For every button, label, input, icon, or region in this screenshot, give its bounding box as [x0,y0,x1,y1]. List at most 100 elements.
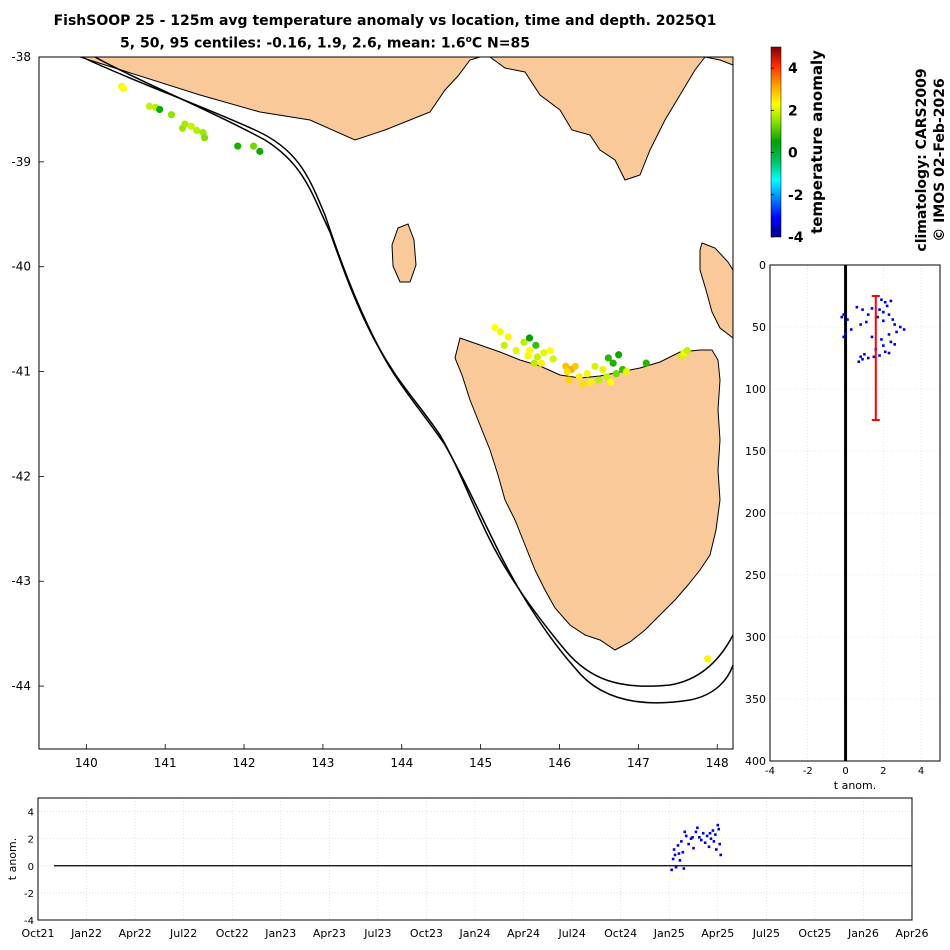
map-data-point [156,105,164,114]
ts-y-tick-label: 2 [28,835,34,846]
ts-data-point [707,845,711,849]
ts-data-point [714,833,717,836]
map-x-tick-label: 145 [469,756,492,770]
depth-grid [769,264,940,762]
isobath-contour-2 [94,56,734,704]
map-axes-frame [38,56,734,750]
ts-x-tick-label: Apr23 [313,927,346,940]
ts-y-tick-label: -2 [24,889,34,900]
map-x-ticks: 140 141 142 143 144 145 146 147 148 [75,744,729,770]
depth-points [840,298,906,364]
map-y-tick-label: -38 [11,50,31,64]
map-data-point [525,334,534,342]
depth-data-point [899,325,902,329]
map-data-point [193,126,201,134]
map-data-point [549,355,557,363]
depth-data-point [882,310,885,314]
depth-x-tick-label: 0 [842,766,848,777]
depth-data-point [859,355,862,359]
map-data-point [187,122,195,130]
ts-data-point [717,827,721,831]
ts-data-point [698,836,701,839]
ts-x-tick-label: Jul24 [557,927,585,940]
ts-x-tick-label: Apr26 [895,927,928,940]
time-series-panel: Oct21 Jan22 Apr22 Jul22 Oct22 Jan23 Apr23 Jul23… [6,797,929,940]
map-data-point [119,84,127,93]
map-data-point [512,346,520,355]
colorbar-ticks: 4 2 0 -2 -4 [771,61,804,246]
depth-data-point [883,350,887,354]
ts-data-point [719,853,722,857]
map-data-point [201,134,209,142]
ts-ticks: Oct21 Jan22 Apr22 Jul22 Oct22 Jan23 Apr23 Jul23… [21,808,928,940]
depth-data-point [880,298,883,302]
ts-data-point [696,826,699,830]
ts-y-tick-label: 0 [28,862,34,873]
map-data-point [533,353,542,361]
map-data-point [579,380,587,388]
depth-data-point [859,323,862,326]
map-data-point [575,373,583,381]
depth-data-point [855,305,859,309]
depth-data-point [889,340,893,344]
depth-y-tick-label: 0 [759,259,766,272]
depth-data-point [891,318,895,321]
isobath-contour-1 [81,56,734,687]
depth-data-point [878,354,881,357]
ts-y-tick-label: -4 [24,916,34,927]
depth-data-point [883,300,887,304]
ts-data-point [692,846,695,850]
land-victoria [79,56,481,141]
map-x-tick-label: 142 [233,756,256,770]
colorbar-tick-label: -4 [788,230,804,246]
map-data-point [615,351,623,359]
depth-y-tick-label: 300 [745,631,766,644]
depth-y-tick-label: 100 [745,383,766,396]
copyright-note: © IMOS 02-Feb-2026 [932,78,948,241]
depth-data-point [861,308,864,311]
ts-ylabel: t anom. [6,838,19,880]
colorbar: 4 2 0 -2 -4 temperature anomaly [770,46,826,246]
depth-x-tick-label: -4 [765,766,775,777]
depth-y-tick-label: 400 [745,755,766,768]
ts-data-point [683,830,687,834]
colorbar-label: temperature anomaly [808,50,826,234]
depth-data-point [889,299,893,303]
ts-data-point [701,831,705,835]
map-y-tick-label: -41 [11,365,31,379]
ts-y-tick-label: 4 [28,808,34,819]
ts-data-point [670,868,673,872]
map-data-point [234,142,242,150]
depth-data-point [844,331,847,335]
ts-data-point [673,853,677,857]
map-data-point [591,362,599,370]
ts-x-tick-label: Oct23 [410,927,443,940]
climatology-note: climatology: CARS2009 [914,68,930,251]
map-data-point [532,341,540,349]
title-stats-suffix: C N=85 [471,35,530,52]
ts-data-point [672,848,676,851]
depth-y-tick-label: 200 [745,507,766,520]
depth-data-point [846,318,849,321]
depth-data-point [887,351,891,355]
map-y-tick-label: -44 [11,679,31,693]
depth-data-point [880,338,883,341]
map-data-point [612,370,620,378]
ts-data-point [689,837,693,840]
map-y-tick-label: -40 [11,260,31,274]
depth-profile-panel: 0 50 100 150 200 250 300 350 400-4 -2 0 2 4 t anom. [745,259,941,792]
depth-data-point [870,335,874,339]
map-data-point [595,376,603,384]
map-data-point [607,378,615,386]
map-data-point [604,354,612,362]
chart-title-line2: 5, 50, 95 centiles: -0.16, 1.9, 2.6, mea… [0,35,650,52]
depth-data-point [887,333,891,336]
ts-x-tick-label: Jan22 [70,927,102,940]
land-king-island [391,223,417,283]
ts-x-tick-label: Jan24 [459,927,491,940]
ts-data-point [708,831,712,835]
depth-data-point [865,320,868,324]
ts-x-tick-label: Jan26 [847,927,879,940]
land-layer [79,56,734,651]
